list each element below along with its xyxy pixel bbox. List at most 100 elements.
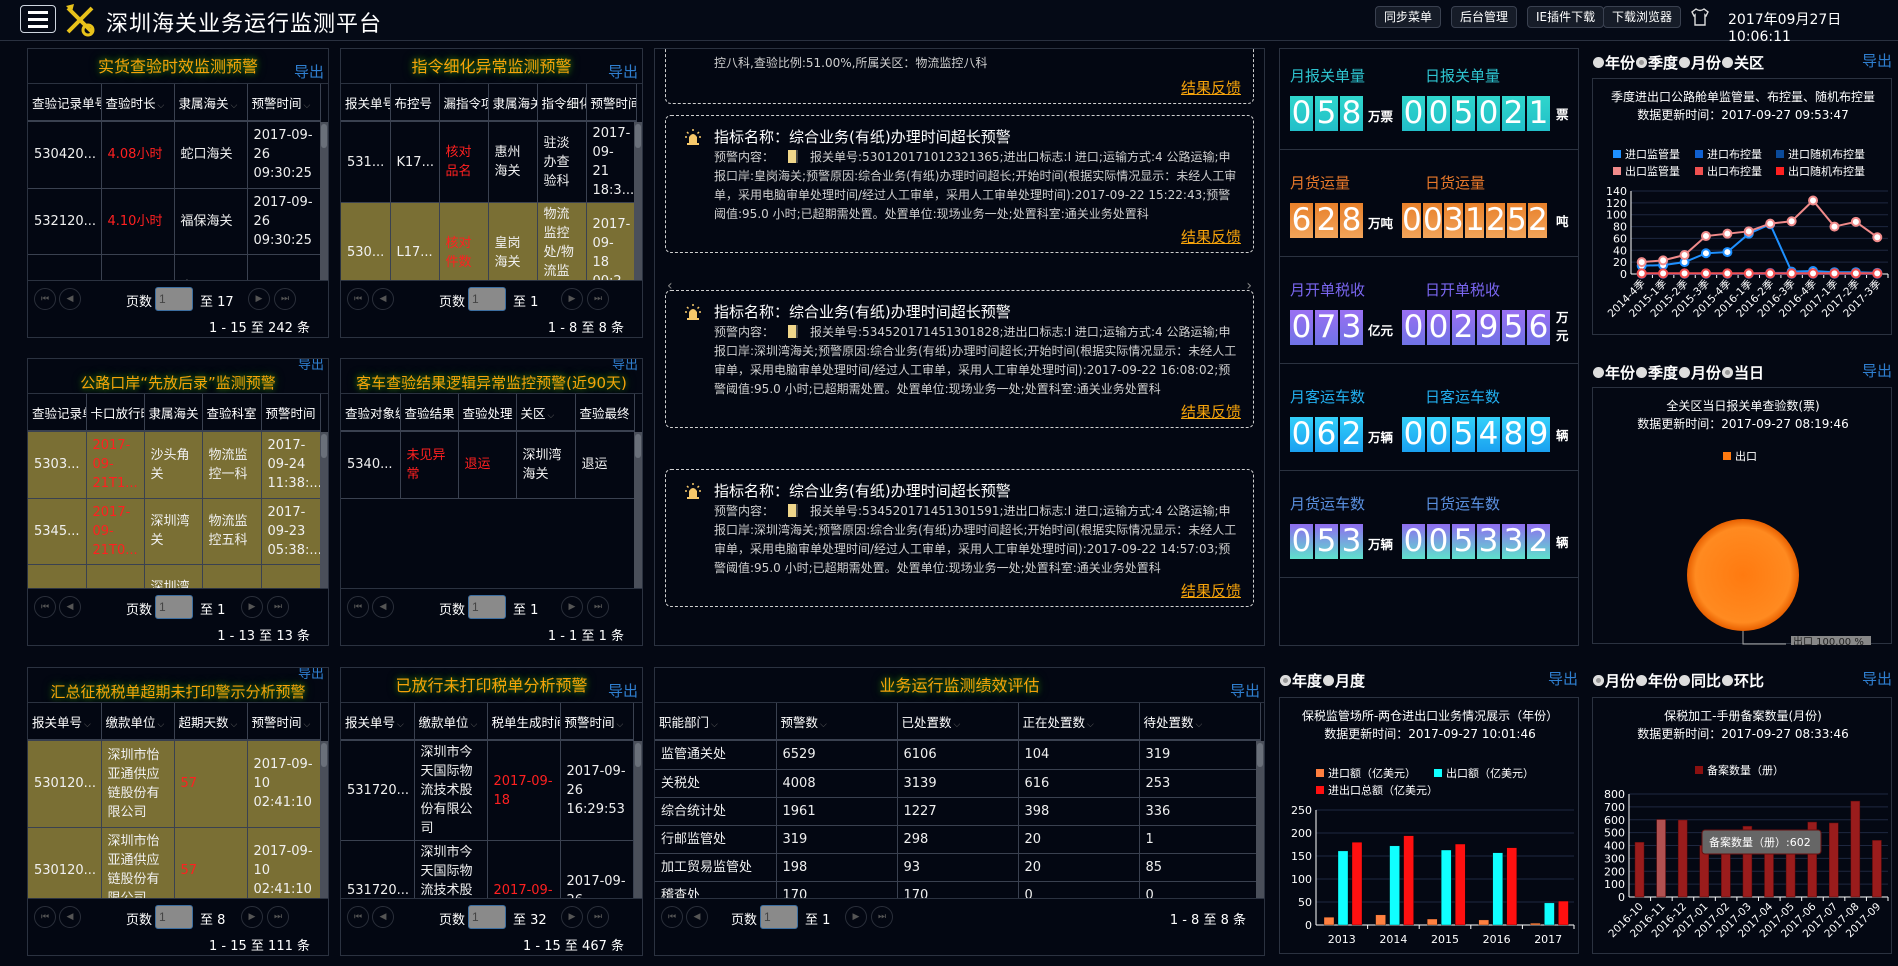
result-feedback-link[interactable]: 结果反馈	[1180, 582, 1241, 600]
radio-label[interactable]: 当日	[1734, 364, 1765, 382]
vertical-scrollbar[interactable]	[320, 122, 328, 281]
export-link[interactable]: 导出	[1229, 682, 1260, 700]
export-link[interactable]: 导出	[611, 359, 638, 373]
vertical-scrollbar[interactable]	[634, 432, 642, 589]
menu-icon[interactable]	[20, 5, 56, 33]
bar[interactable]	[1351, 842, 1363, 926]
table-row[interactable]: 加工贸易监管处 198 93 20 85	[655, 853, 1261, 882]
legend-item[interactable]: 进口随机布控量	[1788, 147, 1865, 161]
radio-label[interactable]: 季度	[1648, 364, 1679, 382]
column-header[interactable]: 隶属海关	[488, 84, 538, 122]
chevron-down-icon[interactable]: ⌵	[470, 719, 478, 730]
radio-label[interactable]: 环比	[1734, 672, 1765, 690]
data-point[interactable]	[1700, 268, 1711, 279]
bar[interactable]	[1850, 800, 1861, 898]
data-point[interactable]	[1700, 248, 1711, 259]
column-header[interactable]: 缴款单位 ⌵	[414, 703, 488, 741]
scroll-right-icon[interactable]: ›	[1246, 278, 1252, 294]
first-page-icon[interactable]: ⏮	[34, 906, 56, 928]
pie-slice[interactable]	[1687, 519, 1799, 631]
column-header[interactable]: 查验结果	[400, 394, 459, 432]
prev-page-icon[interactable]: ◀	[59, 288, 81, 310]
radio-label[interactable]: 同比	[1691, 672, 1722, 690]
first-page-icon[interactable]: ⏮	[347, 596, 369, 618]
column-header[interactable]: 查验处理	[458, 394, 517, 432]
table-row[interactable]: 行邮监管处 319 298 20 1	[655, 825, 1261, 854]
radio-button[interactable]	[1636, 367, 1648, 378]
prev-page-icon[interactable]: ◀	[59, 906, 81, 928]
export-link[interactable]: 导出	[607, 682, 638, 700]
chevron-down-icon[interactable]: ⌵	[820, 719, 827, 730]
column-header[interactable]: 查验对象编号	[341, 394, 401, 432]
column-header[interactable]: 关区 ⌵	[516, 394, 576, 432]
table-row[interactable]: 531... K17... 核对品名 惠州海关 驻淡办查验科 2017-09-21 18:…	[341, 122, 637, 203]
chevron-down-icon[interactable]: ⌵	[157, 719, 165, 730]
chevron-down-icon[interactable]: ⌵	[84, 719, 91, 730]
prev-page-icon[interactable]: ◀	[686, 906, 708, 928]
bar[interactable]	[1656, 819, 1666, 898]
shirt-icon[interactable]	[1690, 7, 1710, 27]
chevron-down-icon[interactable]: ⌵	[547, 410, 555, 421]
data-point[interactable]	[1850, 216, 1861, 227]
table-row[interactable]: 5345... 2017-09-21T0... 深圳湾关 物流监控五科 2017-09-…	[28, 498, 321, 565]
bar[interactable]	[1872, 840, 1882, 898]
chevron-down-icon[interactable]: ⌵	[1087, 719, 1094, 730]
column-header[interactable]: 隶属海关	[144, 394, 203, 432]
bar[interactable]	[1829, 822, 1839, 898]
next-page-icon[interactable]: ▶	[561, 906, 583, 928]
radio-button[interactable]	[1636, 675, 1648, 686]
export-link[interactable]: 导出	[293, 63, 324, 81]
bar[interactable]	[1455, 843, 1466, 926]
data-point[interactable]	[1872, 232, 1883, 243]
radio-label[interactable]: 关区	[1734, 54, 1765, 72]
last-page-icon[interactable]: ⏭	[587, 596, 609, 618]
data-point[interactable]	[1786, 216, 1797, 227]
legend-item[interactable]: 备案数量（册）	[1707, 763, 1784, 777]
radio-button[interactable]	[1679, 367, 1691, 378]
table-row[interactable]: 530120... 深圳市怡亚通供应链股份有限公司 57 2017-09-10 02:…	[28, 827, 321, 899]
legend-item[interactable]: 进口监管量	[1625, 147, 1680, 161]
export-link[interactable]: 导出	[1862, 670, 1893, 688]
chevron-down-icon[interactable]: ⌵	[303, 719, 311, 730]
result-feedback-link[interactable]: 结果反馈	[1180, 228, 1241, 246]
data-point[interactable]	[1679, 250, 1690, 261]
table-row[interactable]: 出口加工2017-09-	[28, 254, 321, 281]
radio-label[interactable]: 年份	[1605, 364, 1636, 382]
column-header[interactable]: 已处置数 ⌵	[897, 703, 1019, 741]
vertical-scrollbar[interactable]	[634, 122, 642, 281]
column-header[interactable]: 卡口放行时间	[86, 394, 145, 432]
radio-button[interactable]	[1593, 57, 1604, 68]
data-point[interactable]	[1808, 195, 1819, 206]
table-row[interactable]: 530...L17...核对件数皇岗海关物流监控处/物流监控一2017-09-1…	[341, 202, 637, 281]
table-row[interactable]: 532120... 4.10小时 福保海关 2017-09-26 09:30:25	[28, 188, 321, 255]
export-link[interactable]: 导出	[607, 63, 638, 81]
prev-page-icon[interactable]: ◀	[372, 288, 394, 310]
column-header[interactable]: 预警时间	[586, 84, 637, 122]
result-feedback-link[interactable]: 结果反馈	[1180, 79, 1241, 97]
column-header[interactable]: 职能部门 ⌵	[655, 703, 777, 741]
column-header[interactable]: 预警数 ⌵	[776, 703, 898, 741]
scroll-left-icon[interactable]: ‹	[667, 278, 673, 294]
bar[interactable]	[1506, 847, 1517, 926]
data-point[interactable]	[1872, 268, 1883, 279]
data-point[interactable]	[1743, 268, 1754, 279]
radio-button[interactable]	[1593, 675, 1604, 686]
next-page-icon[interactable]: ▶	[248, 288, 270, 310]
column-header[interactable]: 预警时间 ⌵	[560, 703, 634, 741]
first-page-icon[interactable]: ⏮	[34, 288, 56, 310]
bar[interactable]	[1441, 849, 1452, 926]
export-link[interactable]: 导出	[1548, 670, 1579, 688]
bar[interactable]	[1544, 902, 1555, 926]
last-page-icon[interactable]: ⏭	[267, 596, 289, 618]
chevron-down-icon[interactable]: ⌵	[616, 719, 624, 730]
prev-page-icon[interactable]: ◀	[372, 596, 394, 618]
page-number-input[interactable]	[760, 905, 798, 929]
table-row[interactable]: 531720... 深圳市今天国际物流技术股份有限公司 2017-09-18 2017…	[341, 741, 634, 841]
table-row[interactable]: 530120... 深圳市怡亚通供应链股份有限公司 57 2017-09-10 02:…	[28, 741, 321, 828]
table-row[interactable]: 2017-深圳湾关物流监2017-	[28, 564, 321, 589]
column-header[interactable]: 查验记录单号	[28, 84, 102, 122]
column-header[interactable]: 指令细化	[537, 84, 587, 122]
legend-item[interactable]: 出口随机布控量	[1788, 164, 1865, 178]
radio-label[interactable]: 季度	[1648, 54, 1679, 72]
legend-item[interactable]: 进出口总额（亿美元）	[1328, 783, 1438, 797]
